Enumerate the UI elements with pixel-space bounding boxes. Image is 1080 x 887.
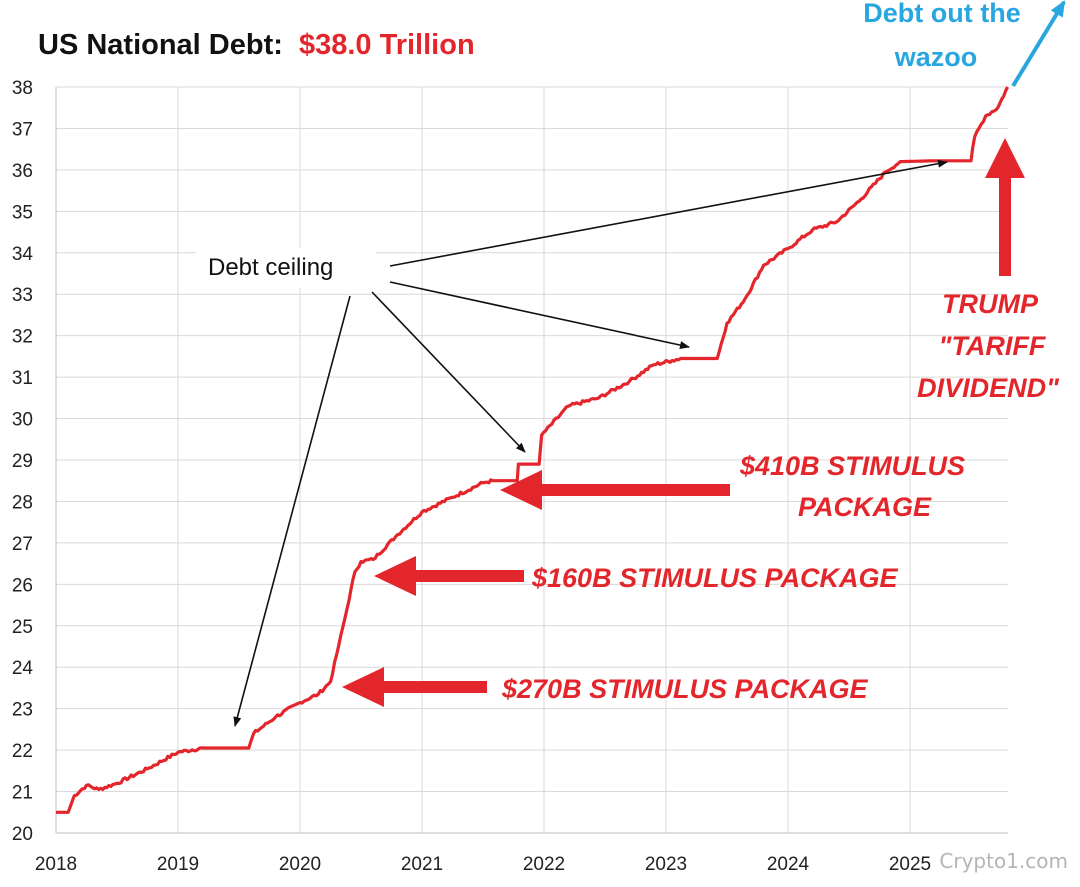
y-tick-label: 34 <box>12 244 34 265</box>
y-tick-label: 35 <box>12 202 33 223</box>
x-axis-ticks: 2018 2019 2020 2021 2022 2023 2024 2025 <box>35 854 931 875</box>
x-tick-label: 2020 <box>279 854 321 875</box>
chart-title-label: US National Debt: <box>38 29 283 61</box>
y-tick-label: 30 <box>12 410 33 431</box>
stimulus-410b-line2: PACKAGE <box>798 492 932 522</box>
y-tick-label: 32 <box>12 327 33 348</box>
arrow-270b <box>342 667 487 707</box>
ceiling-arrow-2023 <box>389 281 690 349</box>
ceiling-arrow-2021 <box>371 291 526 453</box>
stimulus-410b-line1: $410B STIMULUS <box>739 451 965 481</box>
x-tick-label: 2023 <box>645 854 687 875</box>
x-tick-label: 2024 <box>767 854 810 875</box>
y-tick-label: 27 <box>12 534 33 555</box>
trump-label-line3: DIVIDEND" <box>917 373 1060 403</box>
grid <box>55 86 1008 834</box>
debt-ceiling-label: Debt ceiling <box>208 254 333 281</box>
chart-title: US National Debt: $38.0 Trillion <box>38 29 475 61</box>
y-tick-label: 29 <box>12 451 33 472</box>
x-tick-label: 2021 <box>401 854 443 875</box>
y-tick-label: 20 <box>12 824 33 845</box>
arrow-160b <box>374 556 524 596</box>
trump-label-line2: "TARIFF <box>939 331 1047 361</box>
arrow-410b <box>500 470 730 510</box>
y-tick-label: 38 <box>12 78 33 99</box>
y-tick-label: 24 <box>12 658 34 679</box>
watermark: Crypto1.com <box>939 849 1068 873</box>
y-tick-label: 25 <box>12 617 33 638</box>
debt-ceiling-arrows <box>233 159 948 727</box>
debt-series-line <box>56 86 1010 814</box>
trump-label-line1: TRUMP <box>942 289 1039 319</box>
y-tick-label: 28 <box>12 492 33 513</box>
chart-title-value: $38.0 Trillion <box>299 29 475 61</box>
stimulus-160b-label: $160B STIMULUS PACKAGE <box>531 563 899 593</box>
arrow-tariff-dividend <box>985 138 1025 276</box>
y-axis-ticks: 20 21 22 23 24 25 26 27 28 29 30 31 32 33 34 35 36 37 38 <box>12 78 34 845</box>
y-tick-label: 36 <box>12 161 33 182</box>
y-tick-label: 23 <box>12 700 33 721</box>
y-tick-label: 33 <box>12 285 33 306</box>
ceiling-arrow-2025 <box>389 159 948 267</box>
series-layer <box>55 86 1010 814</box>
wazoo-label-line2: wazoo <box>894 42 978 72</box>
y-tick-label: 37 <box>12 119 33 140</box>
y-tick-label: 26 <box>12 575 33 596</box>
wazoo-arrow <box>1011 0 1066 88</box>
stimulus-270b-label: $270B STIMULUS PACKAGE <box>501 674 869 704</box>
debt-ceiling-label-bg <box>196 248 376 288</box>
ceiling-arrow-2019 <box>233 295 351 727</box>
x-tick-label: 2019 <box>157 854 199 875</box>
y-tick-label: 22 <box>12 741 33 762</box>
stimulus-arrows <box>342 138 1025 707</box>
x-tick-label: 2025 <box>889 854 931 875</box>
wazoo-label-line1: Debt out the <box>863 0 1020 28</box>
y-tick-label: 21 <box>12 783 33 804</box>
y-tick-label: 31 <box>12 368 33 389</box>
x-tick-label: 2018 <box>35 854 77 875</box>
x-tick-label: 2022 <box>523 854 565 875</box>
